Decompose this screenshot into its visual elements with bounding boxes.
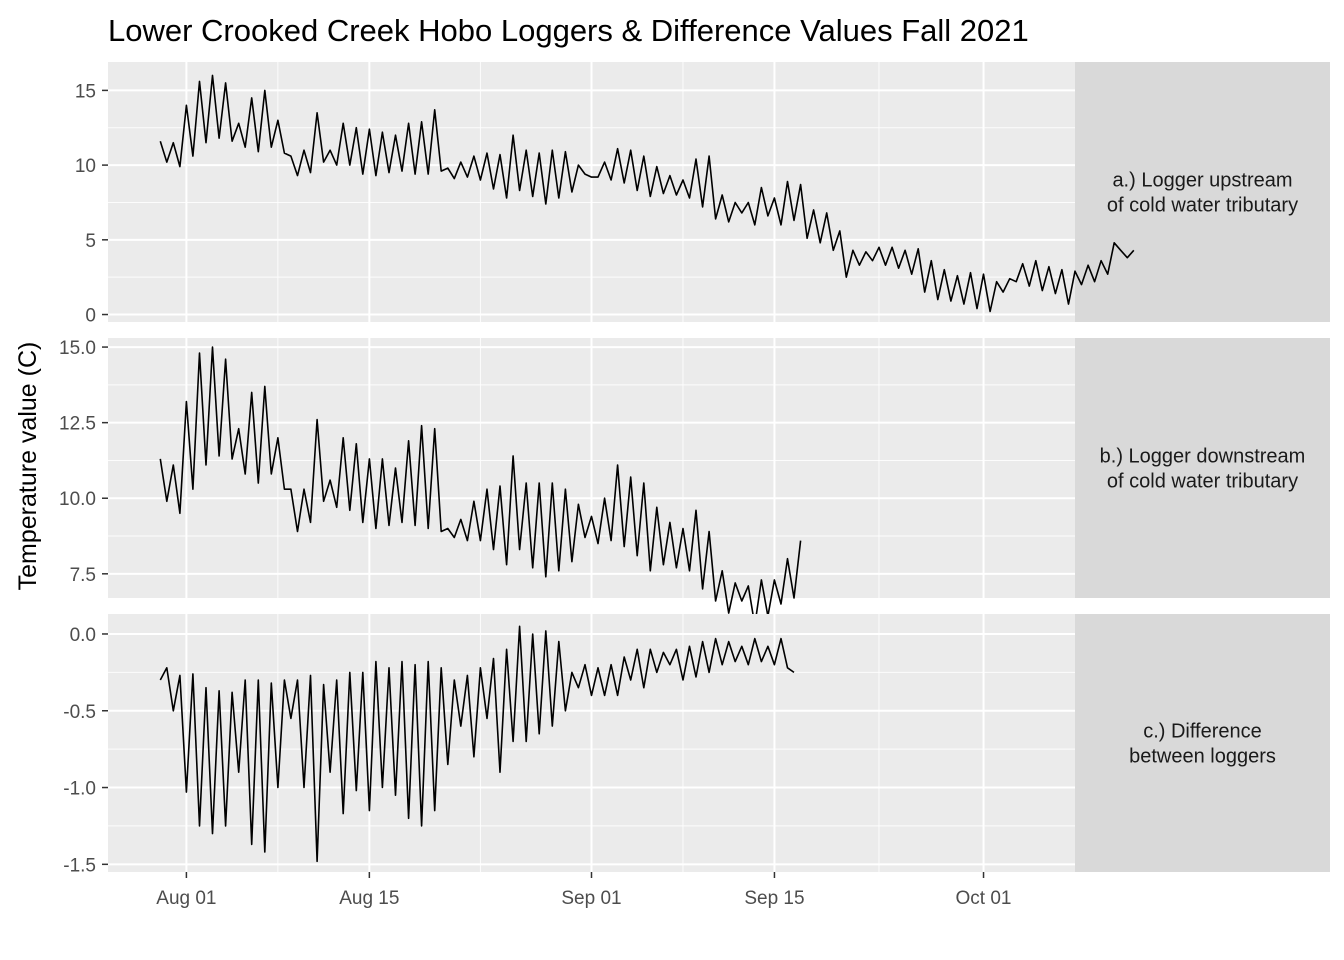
y-tick-label: 0 (85, 306, 96, 327)
y-tick-label: 10.0 (59, 489, 96, 510)
facet-panel-3: -1.5 -1.0 -0.5 0.0 c.) Difference between log… (63, 614, 1330, 876)
y-axis-label: Temperature value (C) (14, 342, 42, 591)
x-tick-label: Aug 01 (156, 888, 216, 909)
facet-panels: 0 5 10 15 a.) Logger upstream of cold water t… (59, 62, 1330, 876)
y-tick-label: 10 (75, 156, 96, 177)
facet-strip-label: of cold water tributary (1107, 471, 1298, 493)
x-tick-label: Oct 01 (956, 888, 1012, 909)
chart-title: Lower Crooked Creek Hobo Loggers & Diffe… (108, 13, 1029, 48)
y-tick-label: -1.5 (63, 855, 96, 876)
y-tick-label: 15 (75, 81, 96, 102)
facet-strip-label: b.) Logger downstream (1100, 446, 1306, 468)
facet-strip (1075, 614, 1330, 872)
y-tick-label: 0.0 (70, 625, 96, 646)
facet-panel-2: 7.5 10.0 12.5 15.0 b.) Logger downstream of c… (59, 338, 1330, 627)
facet-strip-label: of cold water tributary (1107, 195, 1298, 217)
series-line (159, 346, 802, 627)
facet-strip-label: c.) Difference (1143, 721, 1262, 743)
series-line (159, 74, 1135, 313)
facet-strip (1075, 338, 1330, 598)
facet-strip-label: between loggers (1129, 746, 1276, 768)
y-tick-label: -1.0 (63, 779, 96, 800)
y-tick-label: 5 (85, 231, 96, 252)
facet-panel-1: 0 5 10 15 a.) Logger upstream of cold water t… (75, 62, 1330, 327)
y-tick-label: -0.5 (63, 702, 96, 723)
facet-strip (1075, 62, 1330, 322)
y-tick-label: 7.5 (70, 565, 96, 586)
y-tick-label: 12.5 (59, 414, 96, 435)
x-tick-label: Aug 15 (339, 888, 399, 909)
x-tick-label: Sep 15 (744, 888, 804, 909)
x-tick-label: Sep 01 (561, 888, 621, 909)
x-axis: Aug 01 Aug 15 Sep 01 Sep 15 Oct 01 (156, 872, 1012, 909)
facet-strip-label: a.) Logger upstream (1112, 170, 1292, 192)
y-tick-label: 15.0 (59, 338, 96, 359)
series-line (159, 625, 795, 863)
